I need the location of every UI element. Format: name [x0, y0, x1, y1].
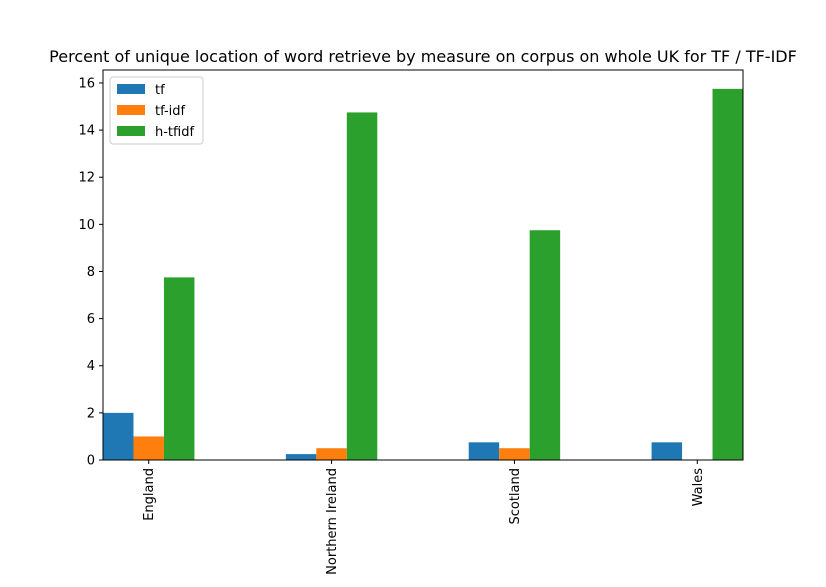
- plot-area-frame: [102, 69, 744, 461]
- bars-layer: [103, 88, 743, 461]
- chart-title: Percent of unique location of word retri…: [49, 47, 797, 66]
- y-tick-label: 14: [78, 124, 95, 139]
- x-tick-label: England: [142, 468, 157, 521]
- legend-swatch-tf-idf: [117, 105, 145, 115]
- legend-swatch-h-tfidf: [117, 126, 145, 136]
- x-tick-label: Wales: [691, 468, 706, 507]
- bar-tf-idf-northern-ireland: [316, 448, 347, 460]
- x-axis: England Northern Ireland Scotland Wales: [142, 460, 706, 575]
- bar-h-tfidf-wales: [712, 88, 743, 460]
- y-tick-label: 10: [78, 218, 95, 233]
- y-tick-label: 16: [78, 76, 95, 91]
- y-tick-label: 0: [87, 454, 95, 469]
- y-tick-label: 6: [87, 312, 95, 327]
- bar-tf-england: [103, 412, 134, 460]
- y-axis: 0 2 4 6 8 10 12 14 16: [78, 76, 103, 469]
- bar-h-tfidf-scotland: [529, 230, 561, 460]
- legend-label-h-tfidf: h-tfidf: [155, 125, 194, 140]
- legend-label-tf: tf: [155, 83, 165, 98]
- bar-tf-idf-scotland: [499, 448, 530, 460]
- legend-items: tf tf-idf h-tfidf: [117, 83, 194, 140]
- y-tick-label: 2: [87, 406, 95, 421]
- x-tick-label: Northern Ireland: [325, 468, 340, 575]
- bar-h-tfidf-england: [163, 277, 195, 460]
- y-tick-label: 12: [78, 171, 95, 186]
- bar-tf-idf-england: [133, 436, 164, 460]
- bar-tf-scotland: [468, 442, 500, 460]
- bar-tf-wales: [651, 442, 683, 460]
- x-tick-label: Scotland: [508, 468, 523, 525]
- legend-label-tf-idf: tf-idf: [155, 104, 186, 119]
- y-tick-label: 8: [87, 265, 95, 280]
- legend: tf tf-idf h-tfidf: [109, 76, 204, 145]
- bar-tf-northern-ireland: [285, 454, 317, 460]
- y-tick-label: 4: [87, 359, 95, 374]
- legend-swatch-tf: [117, 84, 145, 94]
- bar-h-tfidf-northern-ireland: [346, 112, 378, 461]
